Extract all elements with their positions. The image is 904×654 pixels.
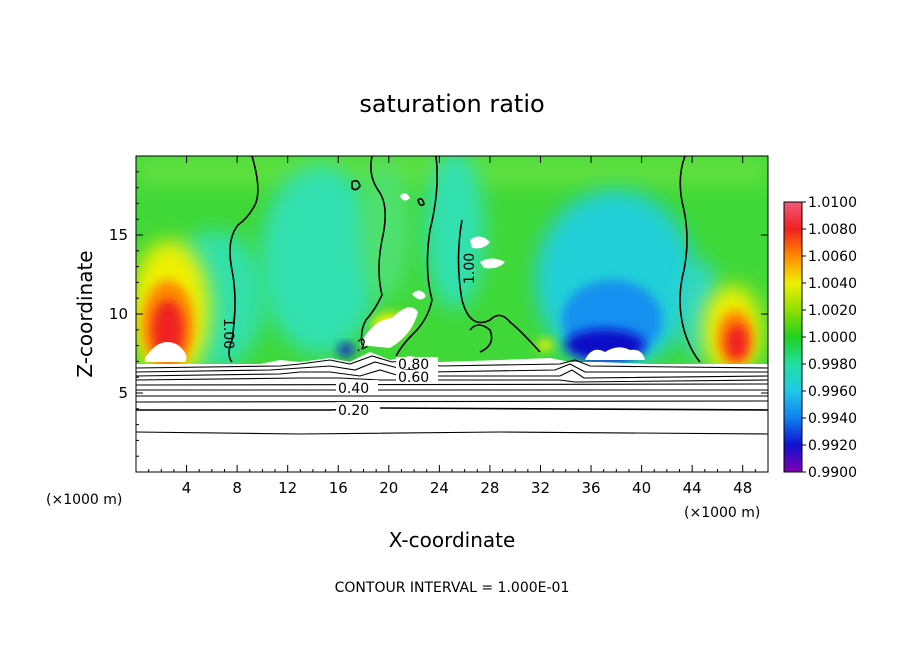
saturated-regions <box>145 193 645 362</box>
y-tick-label: 15 <box>109 226 128 244</box>
colorbar-segment <box>784 445 802 472</box>
chart-title: saturation ratio <box>359 90 544 118</box>
contour-label-2-text: 1.00 <box>462 253 478 284</box>
colorbar-label: 0.9960 <box>808 384 857 400</box>
contour-label-1: 1.00 <box>220 318 236 349</box>
colorbar-label: 0.9980 <box>808 357 857 373</box>
y-axis-label: Z-coordinate <box>73 250 97 377</box>
x-tick-label: 28 <box>480 479 499 497</box>
colorbar-label: 1.0040 <box>808 276 857 292</box>
y-axis: 5 10 15 <box>109 171 768 457</box>
colorbar-label: 1.0020 <box>808 303 857 319</box>
contour-labels: 1.00 1.00 0.80 0.60 0.40 0.20 .2 <box>220 253 478 419</box>
contour-label-7: .2 <box>352 335 371 355</box>
x-tick-label: 20 <box>379 479 398 497</box>
colorbar-segment <box>784 283 802 310</box>
colorbar: 1.0100 1.0080 1.0060 1.0040 1.0020 1.0000 0.99… <box>783 195 857 481</box>
colorbar-label: 0.9920 <box>808 438 857 454</box>
unity-contours <box>228 156 701 363</box>
colorbar-label: 1.0000 <box>808 330 857 346</box>
x-tick-label: 8 <box>232 479 242 497</box>
y-tick-label: 10 <box>109 305 128 323</box>
x-tick-label: 12 <box>278 479 297 497</box>
x-unit-label-left: (×1000 m) <box>46 492 122 508</box>
x-axis: 4 8 12 16 20 24 28 32 36 40 44 48 <box>148 156 756 497</box>
contour-label-2: 1.00 <box>462 253 478 284</box>
lower-region <box>136 352 768 472</box>
contour-label-3: 0.80 <box>398 357 429 373</box>
field-shading <box>136 156 768 380</box>
contour-label-6: 0.20 <box>338 403 369 419</box>
contour-label-1-text: 1.00 <box>220 318 236 349</box>
x-tick-label: 24 <box>430 479 449 497</box>
colorbar-label: 0.9900 <box>808 465 857 481</box>
colorbar-label: 0.9940 <box>808 411 857 427</box>
colorbar-segment <box>784 337 802 364</box>
colorbar-segment <box>784 364 802 391</box>
x-unit-label-right: (×1000 m) <box>684 505 760 521</box>
x-axis-label: X-coordinate <box>389 528 516 552</box>
colorbar-segment <box>784 256 802 283</box>
x-tick-label: 40 <box>632 479 651 497</box>
x-tick-label: 36 <box>581 479 600 497</box>
contour-label-4: 0.60 <box>398 370 429 386</box>
colorbar-segment <box>784 229 802 256</box>
colorbar-label: 1.0100 <box>808 195 857 211</box>
plot-area: 1.00 1.00 0.80 0.60 0.40 0.20 .2 <box>136 156 768 472</box>
colorbar-segment <box>784 202 802 229</box>
colorbar-label: 1.0080 <box>808 222 857 238</box>
x-tick-label: 16 <box>329 479 348 497</box>
colorbar-segment <box>784 391 802 418</box>
contour-label-5: 0.40 <box>338 381 369 397</box>
y-tick-label: 5 <box>118 384 128 402</box>
colorbar-segment <box>784 418 802 445</box>
colorbar-segment <box>784 310 802 337</box>
colorbar-label: 1.0060 <box>808 249 857 265</box>
x-tick-label: 32 <box>531 479 550 497</box>
x-tick-label: 44 <box>683 479 702 497</box>
x-tick-label: 4 <box>182 479 192 497</box>
x-tick-label: 48 <box>733 479 752 497</box>
contour-interval-note: CONTOUR INTERVAL = 1.000E-01 <box>335 580 570 596</box>
